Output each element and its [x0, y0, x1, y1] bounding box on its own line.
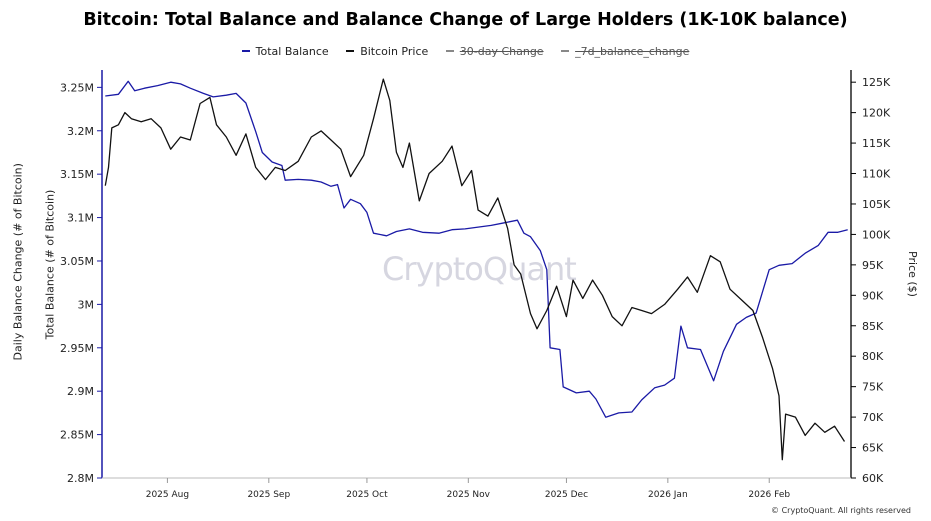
y-right-tick-label: 90K — [862, 289, 884, 302]
y-right-tick-label: 85K — [862, 320, 884, 333]
y-right-tick-label: 80K — [862, 350, 884, 363]
y-left-tick-label: 3.05M — [60, 255, 94, 268]
x-tick-label: 2025 Dec — [545, 490, 588, 500]
copyright-credit: © CryptoQuant. All rights reserved — [771, 506, 911, 515]
y-axis-right-title: Price ($) — [906, 251, 919, 297]
y-right-tick-label: 70K — [862, 411, 884, 424]
series-line-total-balance — [105, 80, 848, 418]
legend-label: Total Balance — [255, 44, 329, 58]
y-left-tick-label: 3.15M — [60, 168, 94, 181]
y-left-tick-label: 3.1M — [67, 212, 94, 225]
legend-item-7d-balance-change[interactable]: _7d_balance_change — [561, 45, 689, 58]
watermark: CryptoQuant — [382, 250, 577, 288]
x-tick-label: 2025 Sep — [247, 490, 290, 500]
x-tick-label: 2025 Aug — [146, 490, 189, 500]
legend-swatch-7d-balance-change — [561, 50, 570, 52]
legend-label: _7d_balance_change — [575, 44, 690, 58]
legend-label: Bitcoin Price — [360, 44, 429, 58]
y-left-tick-label: 2.95M — [60, 342, 94, 355]
x-tick-label: 2026 Feb — [748, 490, 790, 500]
x-tick-label: 2026 Jan — [648, 490, 688, 500]
chart-title: Bitcoin: Total Balance and Balance Chang… — [83, 10, 848, 30]
y-right-tick-label: 120K — [862, 107, 891, 120]
legend-swatch-total-balance — [241, 50, 250, 52]
y-left-tick-label: 2.85M — [60, 429, 94, 442]
y-right-tick-label: 115K — [862, 137, 891, 150]
chart-legend: Total Balance Bitcoin Price 30-day Chang… — [0, 42, 931, 58]
legend-item-total-balance[interactable]: Total Balance — [241, 44, 329, 58]
y-left-tick-label: 3M — [78, 298, 95, 311]
y-left-tick-label: 2.8M — [67, 472, 94, 485]
y-right-tick-label: 100K — [862, 228, 891, 241]
x-tick-label: 2025 Nov — [447, 490, 491, 500]
y-left-tick-label: 3.2M — [67, 125, 94, 138]
y-right-tick-label: 60K — [862, 472, 884, 485]
legend-swatch-30-day-change — [445, 50, 454, 52]
legend-item-bitcoin-price[interactable]: Bitcoin Price — [346, 45, 428, 58]
x-tick-label: 2025 Oct — [346, 490, 388, 500]
legend-item-30-day-change[interactable]: 30-day Change — [445, 44, 544, 58]
y-right-tick-label: 125K — [862, 76, 891, 89]
legend-label: 30-day Change — [459, 44, 544, 58]
y-right-tick-label: 105K — [862, 198, 891, 211]
series-line-bitcoin-price — [104, 78, 846, 461]
y-right-tick-label: 95K — [862, 259, 884, 272]
y-right-tick-label: 75K — [862, 381, 884, 394]
legend-swatch-bitcoin-price — [346, 50, 355, 52]
y-left-tick-label: 3.25M — [60, 81, 94, 94]
y-right-tick-label: 65K — [862, 442, 884, 455]
y-left-tick-label: 2.9M — [67, 385, 94, 398]
y-right-tick-label: 110K — [862, 168, 891, 181]
